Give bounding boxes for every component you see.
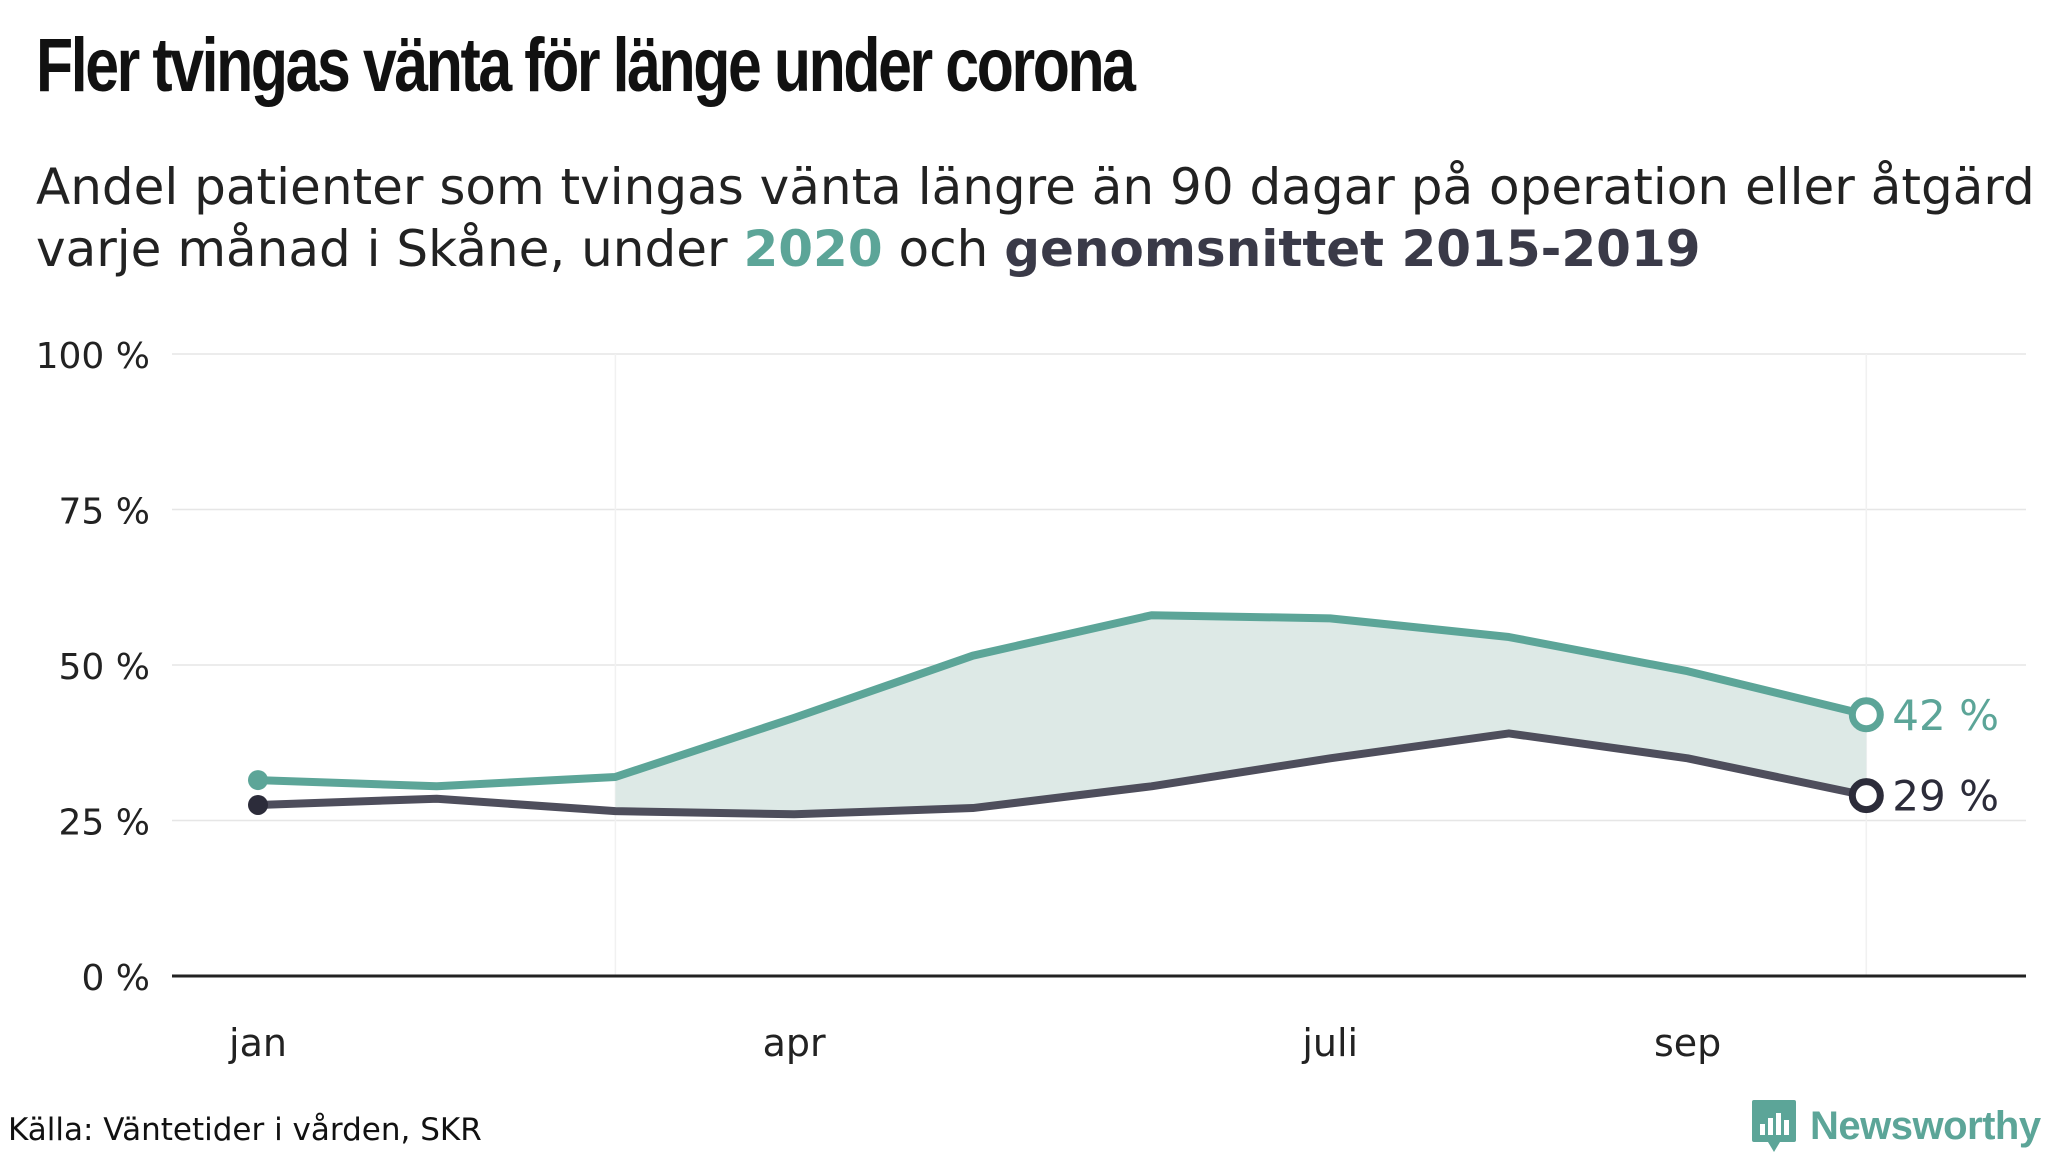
chart-labels: 0 % 25 % 50 % 75 % 100 % 29 % 42 % [36,336,1999,999]
series-2020-line [254,611,1871,791]
y-tick-label: 100 % [36,336,150,377]
subtitle-line1: Andel patienter som tvingas vänta längre… [36,158,2035,216]
average-end-label: 29 % [1892,772,1999,821]
logo-icon [1752,1100,1796,1152]
y-tick-label: 75 % [59,492,150,533]
series-points [248,697,1884,815]
newsworthy-logo: Newsworthy [1750,1098,2041,1154]
gridlines [172,353,2026,976]
average-point [248,794,268,815]
subtitle-line2-prefix: varje månad i Skåne, under [36,220,744,278]
x-tick-label: jan [228,1021,287,1065]
x-tick-label: juli [1301,1021,1358,1065]
series-lines [254,611,1871,819]
logo-text: Newsworthy [1810,1103,2041,1148]
x-tick-label: sep [1654,1021,1721,1065]
source-note: Källa: Väntetider i vården, SKR [8,1112,482,1148]
average-point [1848,778,1884,814]
subtitle-highlight-average: genomsnittet 2015-2019 [1004,220,1701,278]
series-2020-point [1848,697,1884,733]
series-2020-end-label: 42 % [1892,691,1999,740]
series-2020-point [248,770,268,791]
difference-fill [615,615,1867,815]
subtitle-highlight-2020: 2020 [743,220,883,278]
y-tick-label: 25 % [59,803,150,844]
y-tick-label: 50 % [59,647,150,688]
subtitle-line2-mid: och [882,220,1005,278]
chart-title: Fler tvingas vänta för länge under coron… [36,23,1136,108]
average-series-line [254,729,1871,819]
difference-area [615,615,1867,815]
x-tick-label: apr [763,1021,826,1065]
chart-subtitle: Andel patienter som tvingas vänta längre… [36,156,2046,280]
x-axis: jan apr juli sep [172,974,2026,1065]
y-tick-label: 0 % [81,958,150,999]
